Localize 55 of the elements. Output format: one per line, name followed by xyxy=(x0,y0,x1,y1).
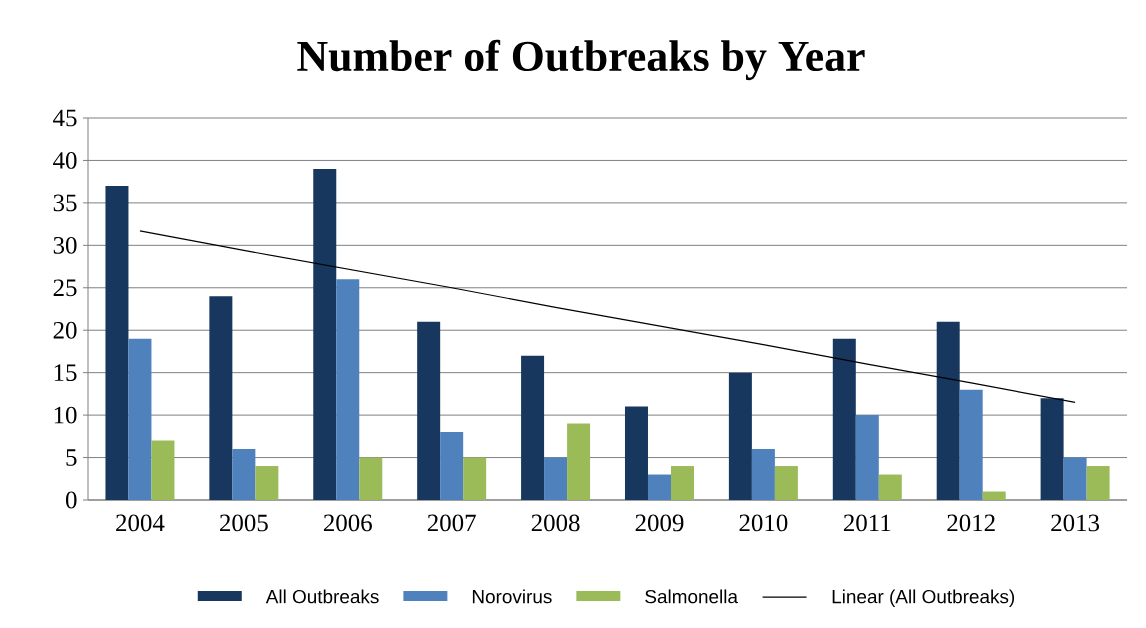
bar xyxy=(624,406,648,500)
x-tick-label: 2013 xyxy=(1051,514,1100,532)
x-tick-label: 2006 xyxy=(323,514,372,532)
x-tick-label: 2012 xyxy=(947,514,995,532)
y-tick-label: 40 xyxy=(53,152,77,169)
bar xyxy=(959,389,983,500)
legend-label: Linear (All Outbreaks) xyxy=(832,589,1015,608)
bar xyxy=(151,440,175,500)
bar xyxy=(647,474,671,500)
bar xyxy=(832,338,856,500)
y-tick-label: 45 xyxy=(53,109,77,127)
bar xyxy=(440,432,464,500)
y-tick-label: 15 xyxy=(54,364,77,382)
bar xyxy=(209,296,233,500)
bar xyxy=(982,491,1006,500)
y-tick-label: 20 xyxy=(53,321,77,339)
bar xyxy=(1086,466,1110,500)
bar xyxy=(855,415,879,500)
bar xyxy=(417,321,441,500)
bar xyxy=(878,474,902,500)
x-tick-label: 2007 xyxy=(427,514,476,532)
y-tick-label: 30 xyxy=(53,236,77,254)
y-tick-label: 25 xyxy=(53,279,77,297)
bar xyxy=(521,355,545,500)
bar xyxy=(313,168,337,500)
bar xyxy=(936,321,960,500)
y-tick-label: 5 xyxy=(66,449,77,466)
x-tick-label: 2011 xyxy=(843,514,891,532)
bar xyxy=(232,449,256,500)
x-tick-label: 2004 xyxy=(116,514,165,532)
chart-title: Number of Outbreaks by Year xyxy=(297,39,865,81)
x-tick-label: 2010 xyxy=(739,514,788,532)
bar xyxy=(751,449,775,500)
x-tick-label: 2008 xyxy=(531,514,580,532)
bar xyxy=(128,338,152,500)
bar xyxy=(105,185,129,500)
bar xyxy=(567,423,591,500)
bar xyxy=(544,457,568,500)
y-tick-label: 0 xyxy=(65,491,77,509)
bar xyxy=(670,466,694,500)
bar xyxy=(359,457,383,500)
x-tick-label: 2005 xyxy=(220,514,268,532)
bar xyxy=(774,466,798,500)
bar xyxy=(1040,398,1064,500)
bar xyxy=(1063,457,1087,500)
x-tick-label: 2009 xyxy=(635,514,684,532)
y-tick-label: 10 xyxy=(54,406,77,424)
legend-label: Norovirus xyxy=(472,589,552,604)
bar xyxy=(255,466,279,500)
bar xyxy=(336,279,360,500)
bar xyxy=(728,372,752,500)
bar xyxy=(463,457,487,500)
y-tick-label: 35 xyxy=(53,194,77,212)
legend-label: Salmonella xyxy=(645,589,738,604)
legend-label: All Outbreaks xyxy=(265,589,379,604)
